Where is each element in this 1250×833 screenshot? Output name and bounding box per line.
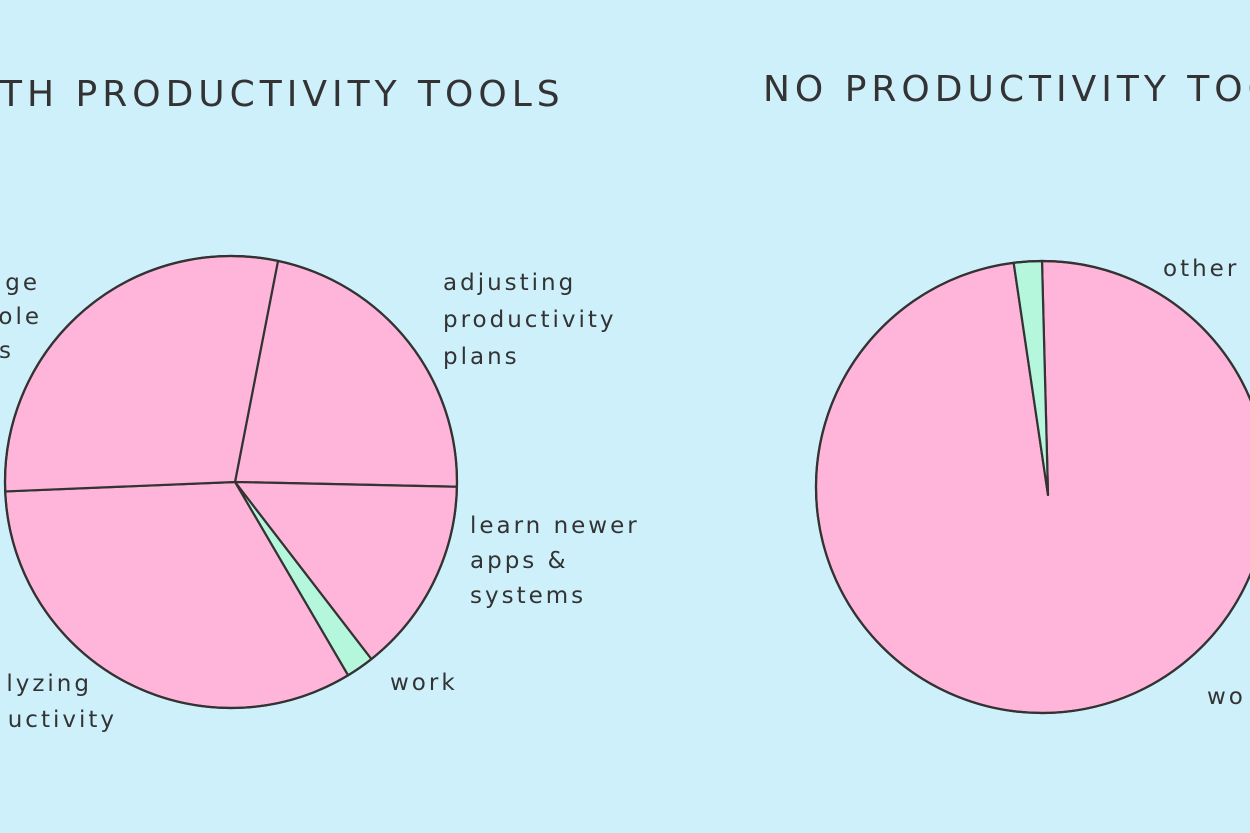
chart-title: TH PRODUCTIVITY TOOLS (0, 74, 565, 115)
pie-outline (3, 254, 459, 710)
slice-label: wo (1207, 684, 1246, 710)
slice-label: work (390, 670, 458, 696)
pie-chart-with-tools: TH PRODUCTIVITY TOOLS adjusting productivi… (0, 74, 640, 733)
slice-label: lyzing uctivity (6, 671, 117, 733)
chart-title: NO PRODUCTIVITY TOO (763, 69, 1250, 110)
slice-label: learn newer apps & systems (470, 513, 640, 609)
slice-label: adjusting productivity plans (443, 270, 616, 370)
pie-slice-ge-ole-s (3, 254, 280, 493)
pie-chart-no-tools: NO PRODUCTIVITY TOO other wo (763, 69, 1250, 715)
slice-label: ge ole s (0, 270, 42, 364)
slice-label: other (1163, 256, 1239, 282)
pie-outline (814, 259, 1250, 715)
